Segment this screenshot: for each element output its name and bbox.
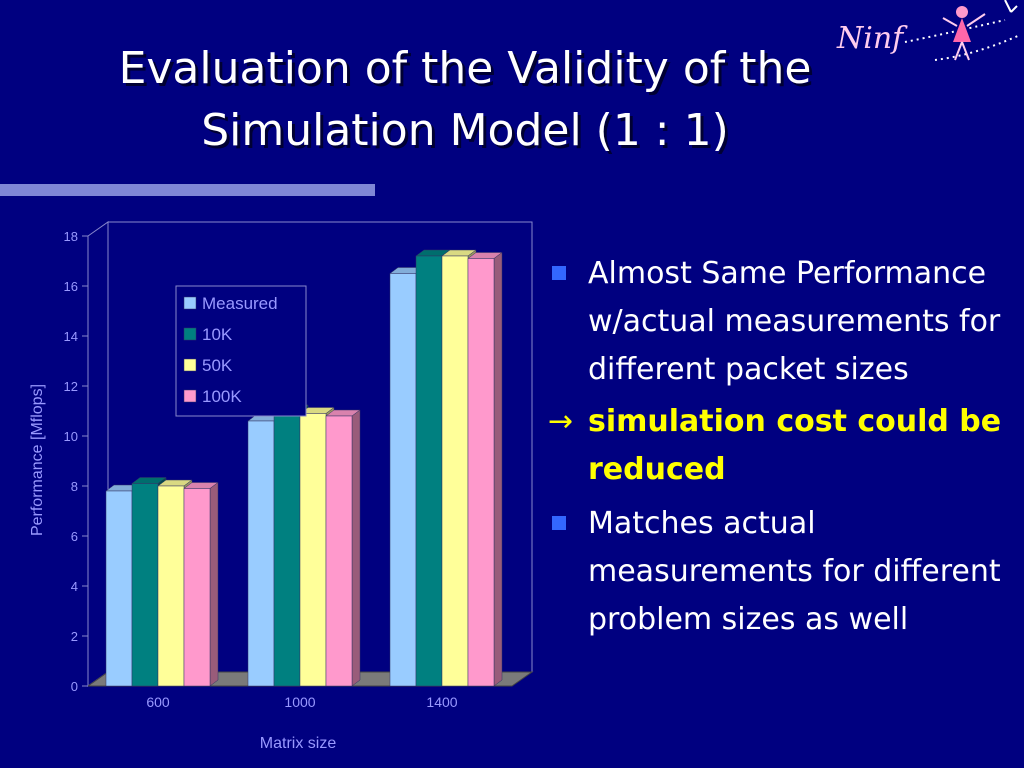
- y-tick-label: 2: [71, 629, 78, 644]
- x-tick-label: 1400: [426, 694, 457, 710]
- bar-front: [273, 410, 301, 687]
- bar-front: [467, 258, 495, 687]
- bar-side: [493, 252, 503, 687]
- bullet-item-packet-sizes: Almost Same Performance w/actual measure…: [548, 250, 1018, 394]
- y-tick-label: 0: [71, 679, 78, 694]
- y-axis-label: Performance [Mflops]: [29, 384, 46, 536]
- legend-swatch: [183, 389, 197, 403]
- side-wall: [87, 221, 109, 687]
- bar-front: [389, 273, 417, 687]
- title-underline: [0, 184, 375, 196]
- highlight-text: simulation cost could be reduced: [588, 404, 1002, 487]
- bullet-item-problem-sizes: Matches actual measurements for differen…: [548, 500, 1018, 644]
- bar: [467, 252, 503, 687]
- title-line-2: Simulation Model (1 : 1): [201, 105, 729, 156]
- legend-swatch: [183, 296, 197, 310]
- y-tick-label: 12: [64, 379, 78, 394]
- bar-front: [105, 490, 133, 687]
- square-bullet-icon: [552, 516, 566, 530]
- legend: Measured 10K 50K 100K: [175, 285, 307, 417]
- svg-text:Ninf: Ninf: [836, 21, 908, 56]
- bar-front: [131, 483, 159, 687]
- square-bullet-icon: [552, 266, 566, 280]
- bar-front: [415, 255, 443, 687]
- legend-label: 50K: [202, 356, 233, 375]
- bar-front: [441, 255, 469, 687]
- performance-bar-chart: 0 2 4 6 8 10 12 14 16 18 600 1000 1400 Performance …: [29, 221, 534, 752]
- slide-title: Evaluation of the Validity of the Simula…: [20, 38, 910, 162]
- y-tick-label: 16: [64, 279, 78, 294]
- legend-swatch: [183, 358, 197, 372]
- bullet-text: Almost Same Performance w/actual measure…: [588, 256, 1001, 387]
- bar: [183, 482, 219, 687]
- bullet-text: Matches actual measurements for differen…: [588, 506, 1001, 637]
- y-tick-label: 10: [64, 429, 78, 444]
- legend-label: Measured: [202, 294, 278, 313]
- bar-front: [247, 420, 275, 687]
- bullet-list: Almost Same Performance w/actual measure…: [548, 250, 1018, 648]
- bullet-item-simulation-cost: → simulation cost could be reduced: [548, 398, 1018, 494]
- legend-label: 100K: [202, 387, 242, 406]
- y-axis: 0 2 4 6 8 10 12 14 16 18: [64, 229, 88, 694]
- x-axis: 600 1000 1400: [146, 694, 457, 710]
- y-tick-label: 6: [71, 529, 78, 544]
- x-tick-label: 1000: [284, 694, 315, 710]
- legend-swatch: [183, 327, 197, 341]
- legend-box: [175, 285, 307, 417]
- legend-label: 10K: [202, 325, 233, 344]
- y-tick-label: 8: [71, 479, 78, 494]
- ninf-logo-icon: Ninf: [836, 0, 1021, 61]
- bar-front: [325, 415, 353, 687]
- bar: [325, 409, 361, 687]
- y-tick-label: 14: [64, 329, 78, 344]
- bar-front: [183, 488, 211, 687]
- bar-side: [351, 409, 361, 687]
- bar-group: [105, 249, 503, 687]
- bar-side: [209, 482, 219, 687]
- bar-front: [157, 485, 185, 687]
- x-axis-label: Matrix size: [260, 735, 337, 752]
- bar-front: [299, 413, 327, 687]
- arrow-right-icon: →: [548, 404, 574, 439]
- y-tick-label: 18: [64, 229, 78, 244]
- title-line-1: Evaluation of the Validity of the: [118, 43, 812, 94]
- x-tick-label: 600: [146, 694, 170, 710]
- y-tick-label: 4: [71, 579, 78, 594]
